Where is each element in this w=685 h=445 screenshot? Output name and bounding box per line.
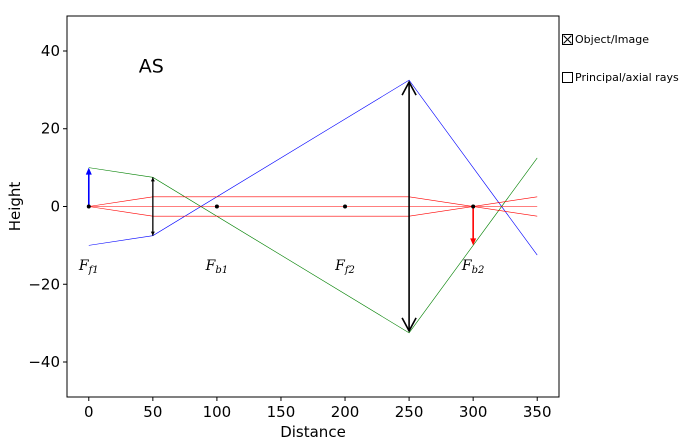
focal-point-1 bbox=[214, 204, 219, 209]
principal-axial-rays-checkbox[interactable] bbox=[562, 71, 573, 83]
label-layer: Distance Height AS Ff1 Fb1 Ff2 Fb2 bbox=[6, 56, 484, 441]
legend-label-object-image: Object/Image bbox=[575, 32, 649, 46]
lens-0-top-head bbox=[150, 177, 155, 182]
ray-layer bbox=[88, 79, 538, 334]
focal-label-f2: Ff2 bbox=[334, 258, 355, 276]
ray-1 bbox=[88, 157, 538, 334]
lens-1-bottom-head bbox=[401, 317, 417, 333]
focal-label-b1: Fb1 bbox=[205, 258, 228, 276]
ray-0 bbox=[88, 79, 538, 256]
y-tick-label-2: 0 bbox=[50, 198, 60, 216]
x-tick-label-5: 250 bbox=[395, 403, 424, 421]
focal-point-3 bbox=[471, 204, 476, 209]
x-tick-label-3: 150 bbox=[267, 403, 296, 421]
marker-layer bbox=[85, 80, 477, 333]
y-tick-label-3: 20 bbox=[41, 120, 60, 138]
x-tick-label-2: 100 bbox=[203, 403, 232, 421]
focal-label-f1: Ff1 bbox=[78, 258, 99, 276]
focal-point-0 bbox=[86, 204, 91, 209]
y-tick-label-0: −40 bbox=[28, 353, 60, 371]
x-tick-label-4: 200 bbox=[331, 403, 360, 421]
legend-item-object-image[interactable]: Object/Image bbox=[562, 30, 679, 48]
x-tick-label-1: 50 bbox=[143, 403, 162, 421]
lens-1-top-head bbox=[401, 80, 417, 96]
lens-0-bottom-head bbox=[150, 231, 155, 236]
legend: Object/Image Principal/axial rays bbox=[562, 30, 679, 106]
corner-label: AS bbox=[139, 56, 164, 78]
y-tick-label-1: −20 bbox=[28, 275, 60, 293]
image-arrow-head bbox=[470, 238, 477, 246]
object-arrow-head bbox=[85, 167, 92, 175]
legend-item-principal-axial-rays[interactable]: Principal/axial rays bbox=[562, 68, 679, 86]
x-tick-label-0: 0 bbox=[84, 403, 94, 421]
tick-layer: 0 50 100 150 200 250 300 350 −40 −20 0 20 40 bbox=[28, 42, 551, 421]
focal-point-2 bbox=[343, 204, 348, 209]
y-tick-label-4: 40 bbox=[41, 42, 60, 60]
x-axis-label: Distance bbox=[280, 423, 346, 441]
focal-label-b2: Fb2 bbox=[461, 258, 484, 276]
object-image-checkbox[interactable] bbox=[562, 33, 573, 45]
legend-label-principal-axial-rays: Principal/axial rays bbox=[575, 70, 679, 84]
x-tick-label-7: 350 bbox=[523, 403, 552, 421]
x-tick-label-6: 300 bbox=[459, 403, 488, 421]
y-axis-label: Height bbox=[6, 182, 24, 232]
